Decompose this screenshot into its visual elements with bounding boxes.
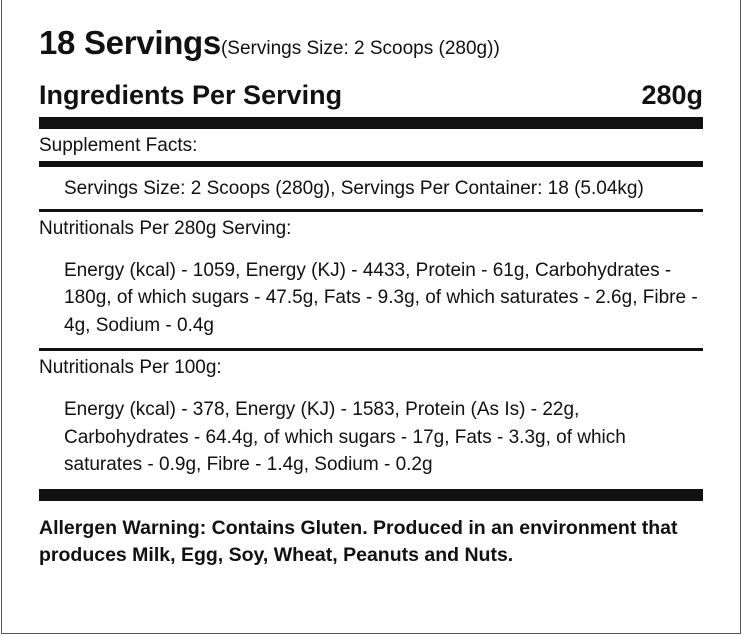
supplement-facts-heading: Supplement Facts: <box>39 135 198 156</box>
divider-thick <box>39 117 703 129</box>
servings-line: 18 Servings (Servings Size: 2 Scoops (28… <box>39 24 703 68</box>
divider <box>39 208 703 212</box>
ingredients-line: Ingredients Per Serving 280g <box>39 80 703 114</box>
per-serving-heading: Nutritionals Per 280g Serving: <box>39 217 292 239</box>
ingredients-label: Ingredients Per Serving <box>39 80 343 110</box>
servings-size: (Servings Size: 2 Scoops (280g)) <box>220 38 500 59</box>
per-serving-body: Energy (kcal) - 1059, Energy (KJ) - 4433… <box>64 259 698 336</box>
divider <box>39 161 703 167</box>
supplement-panel: 18 Servings (Servings Size: 2 Scoops (28… <box>39 24 703 570</box>
servings-count: 18 Servings <box>39 24 221 61</box>
allergen-warning: Allergen Warning: Contains Gluten. Produ… <box>39 516 678 567</box>
per-100g-body: Energy (kcal) - 378, Energy (KJ) - 1583,… <box>64 399 626 475</box>
per-100g-heading: Nutritionals Per 100g: <box>39 357 222 378</box>
divider <box>39 348 703 351</box>
ingredients-amount: 280g <box>641 80 703 110</box>
divider-thick <box>39 488 703 501</box>
supplement-facts-body: Servings Size: 2 Scoops (280g), Servings… <box>64 178 644 199</box>
